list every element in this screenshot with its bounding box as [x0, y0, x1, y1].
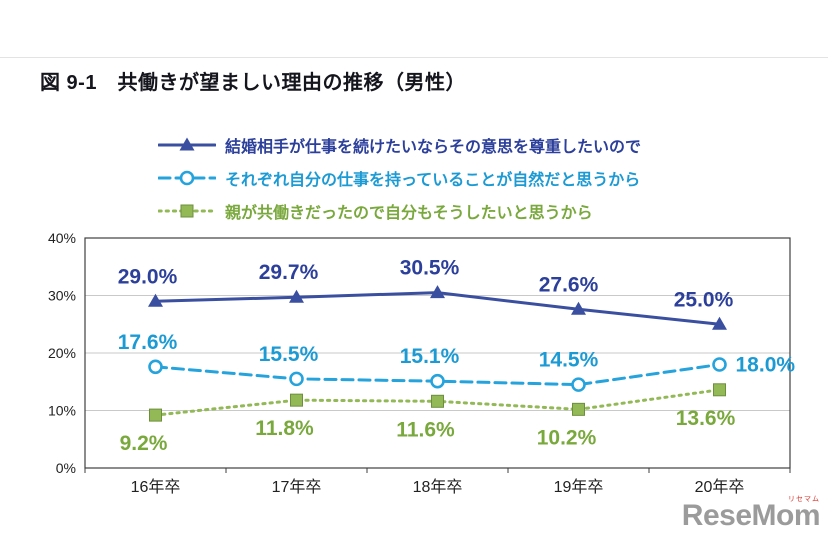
series-0-marker: [289, 289, 304, 303]
data-label: 9.2%: [120, 432, 168, 455]
legend-sample-marker: [179, 137, 195, 151]
y-axis-label: 10%: [48, 403, 76, 419]
legend-sample-svg: [157, 204, 217, 218]
legend-sample-marker: [179, 170, 195, 186]
series-1-marker: [430, 373, 445, 389]
data-label: 10.2%: [537, 426, 597, 449]
data-label: 17.6%: [118, 331, 178, 354]
y-axis-label: 40%: [48, 230, 76, 246]
series-2-marker: [149, 408, 162, 422]
data-label: 15.5%: [259, 343, 319, 366]
x-axis-label: 17年卒: [272, 478, 322, 496]
x-axis-label: 20年卒: [695, 478, 745, 496]
data-label: 18.0%: [736, 354, 796, 377]
legend-item-1: それぞれ自分の仕事を持っていることが自然だと思うから: [157, 167, 641, 189]
legend-sample-dotted-square: [157, 202, 217, 220]
legend-label-0: 結婚相手が仕事を続けたいならその意思を尊重したいので: [225, 139, 642, 156]
data-label: 14.5%: [539, 349, 599, 372]
series-2-marker: [431, 394, 444, 408]
resemom-ruby-text: リセマム: [788, 496, 820, 503]
series-2-marker: [572, 402, 585, 416]
x-axis-label: 18年卒: [413, 478, 463, 496]
legend-sample-dashed-circle: [157, 169, 217, 187]
data-label: 27.6%: [539, 273, 599, 296]
series-0-marker: [430, 285, 445, 299]
y-axis-label: 30%: [48, 288, 76, 304]
data-label: 29.0%: [118, 265, 178, 288]
series-2-marker: [290, 393, 303, 407]
legend-sample-svg: [157, 170, 217, 186]
data-label: 13.6%: [676, 407, 736, 430]
series-2-marker: [713, 383, 726, 397]
series-0-marker: [571, 301, 586, 315]
y-axis-label: 0%: [56, 460, 76, 476]
top-divider: [0, 57, 828, 58]
legend-sample-svg: [157, 137, 217, 151]
x-axis-label: 16年卒: [131, 478, 181, 496]
series-0-marker: [712, 316, 727, 330]
legend-sample-marker: [180, 204, 194, 218]
legend-item-0: 結婚相手が仕事を続けたいならその意思を尊重したいので: [157, 134, 642, 156]
legend-item-2: 親が共働きだったので自分もそうしたいと思うから: [157, 200, 641, 222]
legend-label-1: それぞれ自分の仕事を持っていることが自然だと思うから: [225, 172, 641, 189]
series-1-marker: [148, 359, 163, 375]
resemom-logo-text: ReseMom: [681, 499, 821, 532]
line-chart: 0% 10% 20% 30% 40% 16年卒 17年卒 18年卒 19年卒 20年卒 29.0% 2…: [0, 228, 828, 506]
series-1-marker: [571, 377, 586, 392]
figure-title: 図 9-1 共働きが望ましい理由の推移（男性）: [40, 72, 466, 94]
data-label: 15.1%: [400, 345, 460, 368]
data-label: 25.0%: [674, 288, 734, 311]
resemom-logo: リセマム ReseMom: [681, 496, 821, 532]
chart-legend: 結婚相手が仕事を続けたいならその意思を尊重したいので それぞれ自分の仕事を持って…: [157, 134, 642, 222]
y-axis-label: 20%: [48, 345, 76, 361]
series-1-marker: [712, 357, 727, 372]
data-label: 11.6%: [396, 418, 455, 441]
legend-sample-solid-triangle: [157, 136, 217, 154]
x-axis-label: 19年卒: [554, 478, 604, 496]
series-0-marker: [148, 293, 163, 307]
legend-label-2: 親が共働きだったので自分もそうしたいと思うから: [225, 205, 593, 222]
series-1-marker: [289, 371, 304, 387]
data-label: 11.8%: [255, 417, 314, 440]
data-label: 29.7%: [259, 261, 319, 284]
chart-svg: 0% 10% 20% 30% 40% 16年卒 17年卒 18年卒 19年卒 20年卒 29.0% 2…: [48, 230, 796, 496]
plot-border: [84, 237, 791, 469]
data-label: 30.5%: [400, 257, 460, 280]
